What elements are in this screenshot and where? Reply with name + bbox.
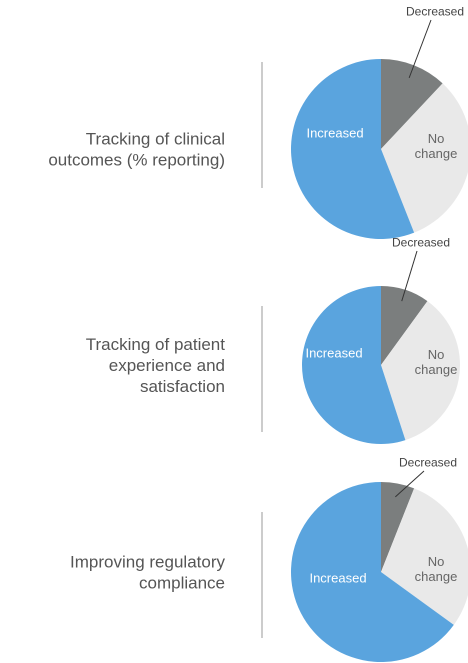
leader-line <box>394 470 425 498</box>
slice-label: Decreased <box>405 4 465 19</box>
pie-slice <box>291 58 415 239</box>
chart-title: Tracking of clinical outcomes (% reportin… <box>48 130 225 170</box>
title-line: Tracking of clinical <box>86 130 225 149</box>
pie-slice <box>381 83 468 233</box>
pie-slice <box>381 488 468 625</box>
slice-label: Decreased <box>391 235 451 250</box>
slice-label: No change <box>414 347 458 377</box>
slice-label: Increased <box>306 125 364 141</box>
title-line: satisfaction <box>140 377 225 396</box>
chart-title: Improving regulatory compliance <box>70 553 225 593</box>
slice-label: No change <box>414 554 458 584</box>
chart-title: Tracking of patient experience and satisfa… <box>86 335 225 396</box>
pie-slice <box>381 286 428 365</box>
pie-slice <box>291 482 454 662</box>
title-line: outcomes (% reporting) <box>48 151 225 170</box>
leader-line <box>408 19 432 79</box>
pie-slice <box>301 286 406 444</box>
title-line: experience and <box>109 356 225 375</box>
slice-label: Increased <box>305 345 363 361</box>
title-line: compliance <box>139 574 225 593</box>
title-line: Improving regulatory <box>70 553 225 572</box>
pie-slice <box>381 59 443 149</box>
pie-slice <box>381 482 415 572</box>
slice-label: No change <box>414 131 458 161</box>
leader-line <box>401 250 418 302</box>
title-line: Tracking of patient <box>86 335 225 354</box>
slice-label: Increased <box>309 570 367 586</box>
slice-label: Decreased <box>398 455 458 470</box>
pie-slice <box>381 301 460 441</box>
